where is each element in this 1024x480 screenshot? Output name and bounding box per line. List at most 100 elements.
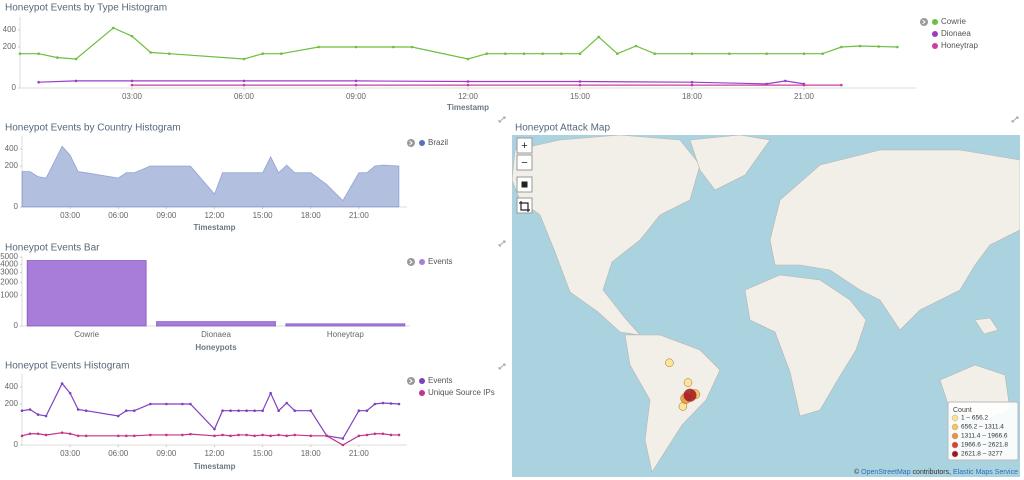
legend-swatch [419, 390, 425, 396]
x-tick-label: Cowrie [74, 330, 99, 339]
zoom-in-label: + [521, 140, 527, 152]
data-point [690, 52, 694, 56]
legend-toggle[interactable] [920, 18, 928, 26]
x-tick-label: 15:00 [570, 92, 591, 101]
data-point [229, 409, 232, 413]
data-point [130, 79, 134, 83]
data-point [18, 52, 22, 56]
attr-osm[interactable]: OpenStreetMap [861, 469, 911, 476]
expand-icons[interactable] [498, 116, 1019, 370]
data-point [325, 434, 329, 438]
data-point [130, 83, 134, 87]
fit-bounds-icon [519, 201, 530, 212]
data-point [261, 433, 264, 437]
legend-swatch [951, 423, 959, 431]
data-point [116, 414, 120, 418]
zoom-in[interactable] [516, 137, 533, 154]
data-point [245, 409, 248, 413]
data-point [317, 45, 320, 49]
data-point [242, 79, 246, 83]
legend-swatch [932, 31, 938, 37]
data-point [280, 52, 283, 56]
legend-box [947, 401, 1019, 461]
data-point [341, 437, 345, 440]
attr-prefix: © [854, 468, 860, 476]
x-tick-label: 18:00 [301, 211, 322, 220]
data-point [269, 434, 272, 438]
legend-label: Events [428, 257, 452, 266]
data-point [392, 45, 395, 49]
land [512, 135, 1020, 473]
data-point [168, 52, 171, 56]
data-point [44, 414, 48, 418]
data-point [28, 432, 32, 436]
y-tick-label: 5000 [0, 252, 18, 261]
legend-toggle[interactable] [407, 139, 415, 147]
legend-swatch [932, 43, 938, 49]
x-tick-label: 15:00 [253, 211, 274, 220]
data-point [397, 433, 401, 437]
x-tick-label: Dionaea [201, 330, 231, 339]
attr-ems[interactable]: Elastic Maps Service [953, 469, 1018, 476]
fit-bounds[interactable] [516, 197, 533, 214]
x-axis-label: Timestamp [193, 223, 235, 232]
data-point [466, 80, 470, 83]
data-point [76, 408, 80, 411]
x-tick-label: 03:00 [122, 92, 143, 101]
data-point [765, 52, 768, 56]
legend-toggle[interactable] [407, 258, 415, 266]
legend-label: 1311.4 – 1966.6 [961, 433, 1008, 440]
legend-label: Honeytrap [941, 41, 978, 50]
map-area[interactable] [512, 135, 1020, 477]
data-point [229, 434, 232, 438]
map-title: Honeypot Attack Map [515, 123, 610, 134]
legend-swatch [419, 259, 425, 265]
data-point [20, 434, 24, 438]
data-point [840, 45, 843, 49]
data-point [309, 434, 313, 438]
attribution: © OpenStreetMap contributors, Elastic Ma… [854, 468, 1018, 476]
chart-title: Honeypot Events by Type Histogram [5, 3, 167, 14]
data-point [397, 402, 401, 406]
legend-swatch [951, 432, 959, 440]
x-tick-label: 06:00 [108, 211, 129, 220]
data-point [165, 402, 168, 406]
data-point [522, 52, 526, 56]
chart-title: Honeypot Events by Country Histogram [5, 123, 181, 134]
data-point [242, 83, 246, 87]
data-point [293, 409, 297, 413]
data-point [132, 409, 136, 413]
data-point [242, 57, 246, 61]
data-point [354, 45, 358, 49]
data-point [784, 79, 787, 83]
data-point [132, 434, 136, 438]
legend-label: Dionaea [941, 29, 971, 38]
data-point [389, 433, 393, 437]
data-point [485, 52, 488, 56]
data-point [20, 409, 24, 413]
legend-label: 2621.8 – 3277 [961, 451, 1003, 458]
legend-swatch [951, 450, 959, 458]
x-tick-label: 09:00 [346, 92, 367, 101]
legend-swatch [419, 140, 425, 146]
data-point [181, 402, 184, 406]
legend-toggle[interactable] [407, 377, 415, 385]
data-point [221, 409, 224, 413]
data-point [354, 83, 358, 87]
data-point [149, 51, 152, 54]
legend-label: 1966.6 – 2621.8 [961, 442, 1008, 449]
zoom-out[interactable] [516, 154, 533, 171]
data-point [373, 432, 377, 436]
data-point [213, 427, 216, 431]
y-tick-label: 0 [14, 321, 19, 330]
data-point [189, 432, 192, 436]
x-tick-label: 03:00 [60, 449, 81, 458]
data-point [253, 409, 256, 413]
data-point [36, 413, 40, 416]
data-point [410, 45, 414, 49]
data-point [124, 409, 128, 413]
data-point [165, 433, 168, 437]
x-tick-label: 09:00 [156, 211, 177, 220]
map-marker [683, 388, 697, 402]
